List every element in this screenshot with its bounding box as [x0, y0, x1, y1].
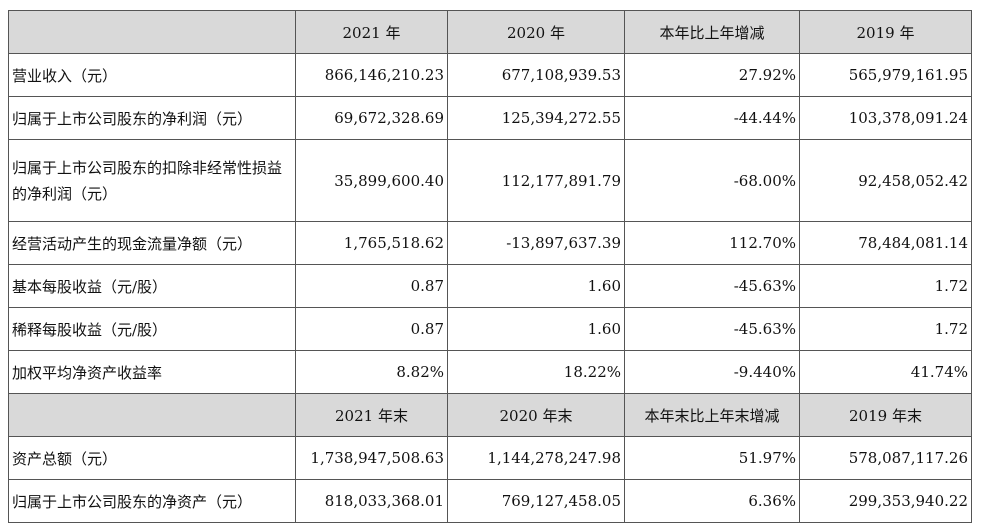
header-2019: 2019 年: [799, 10, 972, 54]
row-label: 基本每股收益（元/股）: [8, 264, 296, 308]
row-label: 经营活动产生的现金流量净额（元）: [8, 221, 296, 265]
financial-summary-table: 2021 年 2020 年 本年比上年增减 2019 年 营业收入（元） 866…: [8, 10, 972, 523]
cell-2021: 866,146,210.23: [295, 53, 448, 97]
cell-2021: 0.87: [295, 264, 448, 308]
table-header-row: 2021 年 2020 年 本年比上年增减 2019 年: [8, 10, 972, 54]
table-row: 资产总额（元） 1,738,947,508.63 1,144,278,247.9…: [8, 436, 972, 480]
subheader-change: 本年末比上年末增减: [624, 393, 800, 437]
cell-2019: 92,458,052.42: [799, 139, 972, 222]
table-row: 归属于上市公司股东的净利润（元） 69,672,328.69 125,394,2…: [8, 96, 972, 140]
cell-2019: 578,087,117.26: [799, 436, 972, 480]
cell-2020: 677,108,939.53: [447, 53, 625, 97]
row-label: 稀释每股收益（元/股）: [8, 307, 296, 351]
table-subheader-row: 2021 年末 2020 年末 本年末比上年末增减 2019 年末: [8, 393, 972, 437]
row-label: 营业收入（元）: [8, 53, 296, 97]
cell-change: -68.00%: [624, 139, 800, 222]
subheader-2020-end: 2020 年末: [447, 393, 625, 437]
table-row: 加权平均净资产收益率 8.82% 18.22% -9.440% 41.74%: [8, 350, 972, 394]
header-2020: 2020 年: [447, 10, 625, 54]
cell-change: 112.70%: [624, 221, 800, 265]
cell-2021: 1,738,947,508.63: [295, 436, 448, 480]
table-row: 基本每股收益（元/股） 0.87 1.60 -45.63% 1.72: [8, 264, 972, 308]
cell-change: 27.92%: [624, 53, 800, 97]
subheader-2019-end: 2019 年末: [799, 393, 972, 437]
cell-change: 6.36%: [624, 479, 800, 523]
subheader-2021-end: 2021 年末: [295, 393, 448, 437]
cell-2020: 769,127,458.05: [447, 479, 625, 523]
cell-2021: 0.87: [295, 307, 448, 351]
cell-change: -9.440%: [624, 350, 800, 394]
cell-2020: 1.60: [447, 307, 625, 351]
cell-2021: 35,899,600.40: [295, 139, 448, 222]
row-label: 资产总额（元）: [8, 436, 296, 480]
table-row: 营业收入（元） 866,146,210.23 677,108,939.53 27…: [8, 53, 972, 97]
cell-2021: 8.82%: [295, 350, 448, 394]
cell-change: -45.63%: [624, 307, 800, 351]
cell-2021: 69,672,328.69: [295, 96, 448, 140]
table-row: 归属于上市公司股东的净资产（元） 818,033,368.01 769,127,…: [8, 479, 972, 523]
cell-change: -44.44%: [624, 96, 800, 140]
cell-2019: 565,979,161.95: [799, 53, 972, 97]
row-label: 归属于上市公司股东的净资产（元）: [8, 479, 296, 523]
cell-2021: 1,765,518.62: [295, 221, 448, 265]
cell-2020: 125,394,272.55: [447, 96, 625, 140]
cell-2020: 1.60: [447, 264, 625, 308]
cell-2019: 103,378,091.24: [799, 96, 972, 140]
row-label: 归属于上市公司股东的扣除非经常性损益的净利润（元）: [8, 139, 296, 222]
cell-2019: 1.72: [799, 307, 972, 351]
table-row: 归属于上市公司股东的扣除非经常性损益的净利润（元） 35,899,600.40 …: [8, 139, 972, 222]
cell-2020: 18.22%: [447, 350, 625, 394]
cell-2019: 299,353,940.22: [799, 479, 972, 523]
header-blank-cell: [8, 10, 296, 54]
cell-change: -45.63%: [624, 264, 800, 308]
table-row: 经营活动产生的现金流量净额（元） 1,765,518.62 -13,897,63…: [8, 221, 972, 265]
cell-2020: 112,177,891.79: [447, 139, 625, 222]
cell-change: 51.97%: [624, 436, 800, 480]
header-change: 本年比上年增减: [624, 10, 800, 54]
row-label: 加权平均净资产收益率: [8, 350, 296, 394]
cell-2019: 41.74%: [799, 350, 972, 394]
subheader-blank-cell: [8, 393, 296, 437]
cell-2020: -13,897,637.39: [447, 221, 625, 265]
header-2021: 2021 年: [295, 10, 448, 54]
row-label: 归属于上市公司股东的净利润（元）: [8, 96, 296, 140]
table-row: 稀释每股收益（元/股） 0.87 1.60 -45.63% 1.72: [8, 307, 972, 351]
cell-2019: 1.72: [799, 264, 972, 308]
cell-2021: 818,033,368.01: [295, 479, 448, 523]
cell-2019: 78,484,081.14: [799, 221, 972, 265]
cell-2020: 1,144,278,247.98: [447, 436, 625, 480]
